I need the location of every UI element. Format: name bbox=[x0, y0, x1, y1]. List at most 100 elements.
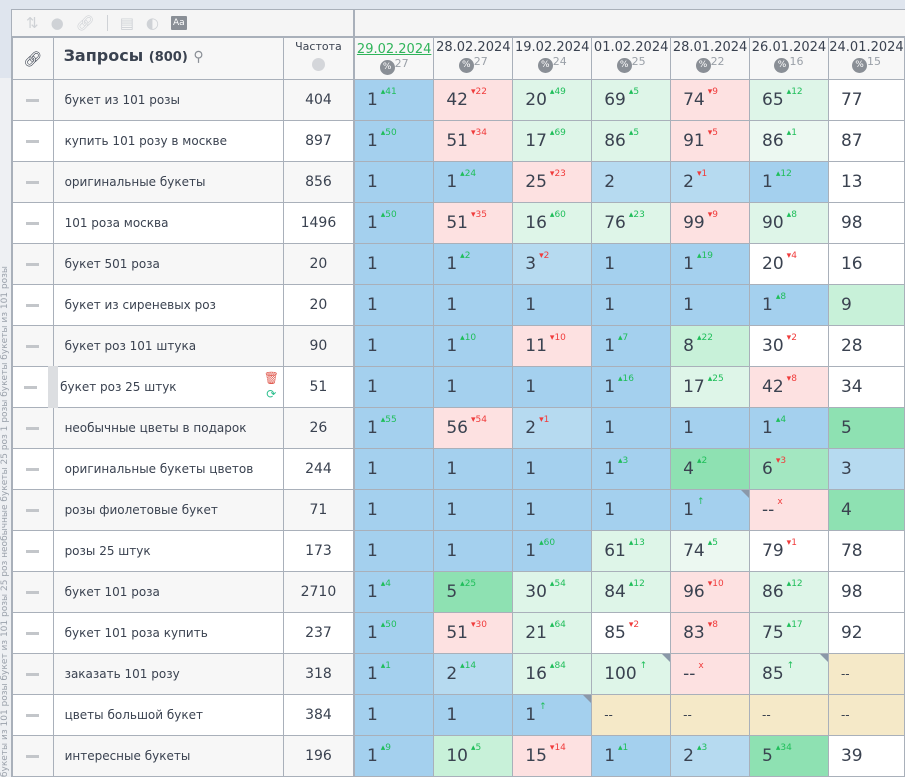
position-cell[interactable]: 1 bbox=[512, 366, 593, 408]
position-cell[interactable]: 69 ▴5 bbox=[591, 79, 672, 121]
position-cell[interactable]: 100 ↑ bbox=[591, 653, 672, 695]
position-cell[interactable]: 1 bbox=[352, 161, 435, 203]
position-cell[interactable]: 51 ▾35 bbox=[433, 202, 514, 244]
position-cell[interactable]: 8 ▴22 bbox=[670, 325, 751, 367]
position-cell[interactable]: 1 ▴55 bbox=[352, 407, 435, 449]
row-collapse[interactable] bbox=[12, 243, 54, 285]
position-cell[interactable]: 10 ▴5 bbox=[433, 735, 514, 777]
position-cell[interactable]: 1 ▴12 bbox=[749, 161, 829, 203]
query-cell[interactable]: 101 роза москва bbox=[52, 202, 284, 244]
position-cell[interactable]: 1 ▴24 bbox=[433, 161, 514, 203]
position-cell[interactable]: 1 ▴3 bbox=[591, 448, 672, 490]
position-cell[interactable]: 28 bbox=[827, 325, 905, 367]
position-cell[interactable]: 1 ▴8 bbox=[749, 284, 829, 326]
date-column-header[interactable]: 01.02.2024% 25 bbox=[591, 37, 672, 80]
position-cell[interactable]: -- x bbox=[670, 653, 751, 695]
position-cell[interactable]: 1 ▴1 bbox=[352, 653, 435, 695]
position-cell[interactable]: 2 ▾1 bbox=[670, 161, 751, 203]
link-icon[interactable]: 🔗︎ bbox=[75, 14, 95, 32]
position-cell[interactable]: 1 bbox=[352, 325, 435, 367]
position-cell[interactable]: 42 ▾8 bbox=[749, 366, 829, 408]
row-collapse[interactable] bbox=[12, 120, 54, 162]
position-cell[interactable]: 21 ▴64 bbox=[512, 612, 593, 654]
query-cell[interactable]: букет роз 101 штука bbox=[52, 325, 284, 367]
query-cell[interactable]: розы 25 штук bbox=[52, 530, 284, 572]
link-column-header[interactable]: 🔗︎ bbox=[12, 37, 54, 80]
position-cell[interactable]: 74 ▴5 bbox=[670, 530, 751, 572]
sort-icon[interactable]: ⇅ bbox=[26, 14, 39, 32]
position-cell[interactable]: 1 bbox=[352, 366, 435, 408]
panel-icon[interactable]: ▤ bbox=[119, 14, 134, 32]
query-cell[interactable]: заказать 101 розу bbox=[52, 653, 284, 695]
position-cell[interactable]: 87 bbox=[827, 120, 905, 162]
position-cell[interactable]: 2 ▴3 bbox=[670, 735, 751, 777]
position-cell[interactable]: 86 ▴12 bbox=[749, 571, 829, 613]
position-cell[interactable]: 1 bbox=[512, 284, 593, 326]
row-collapse[interactable] bbox=[12, 448, 54, 490]
position-cell[interactable]: 15 ▾14 bbox=[512, 735, 593, 777]
date-label[interactable]: 29.02.2024 bbox=[356, 42, 432, 57]
position-cell[interactable]: -- bbox=[827, 694, 905, 736]
position-cell[interactable]: 99 ▾9 bbox=[670, 202, 751, 244]
position-cell[interactable]: 1 bbox=[591, 407, 672, 449]
position-cell[interactable]: 86 ▴1 bbox=[749, 120, 829, 162]
query-cell[interactable]: букет роз 25 штук 🗑︎ ⟳ bbox=[48, 366, 284, 408]
position-cell[interactable]: 9 bbox=[827, 284, 905, 326]
query-cell[interactable]: купить 101 розу в москве bbox=[52, 120, 284, 162]
position-cell[interactable]: 1 ▴9 bbox=[352, 735, 435, 777]
position-cell[interactable]: 5 ▴34 bbox=[749, 735, 829, 777]
position-cell[interactable]: 2 bbox=[591, 161, 672, 203]
row-collapse[interactable] bbox=[12, 653, 54, 695]
position-cell[interactable]: 1 ▴50 bbox=[352, 612, 435, 654]
position-cell[interactable]: 20 ▾4 bbox=[749, 243, 829, 285]
position-cell[interactable]: 6 ▾3 bbox=[749, 448, 829, 490]
row-collapse[interactable] bbox=[12, 284, 54, 326]
row-collapse[interactable] bbox=[12, 407, 54, 449]
date-column-header[interactable]: 28.02.2024% 27 bbox=[433, 37, 514, 80]
position-cell[interactable]: 1 ↑ bbox=[670, 489, 751, 531]
query-cell[interactable]: цветы большой букет bbox=[52, 694, 284, 736]
row-collapse[interactable] bbox=[12, 571, 54, 613]
query-cell[interactable]: интересные букеты bbox=[52, 735, 284, 777]
contrast-icon[interactable]: ◐ bbox=[145, 14, 159, 32]
position-cell[interactable]: 78 bbox=[827, 530, 905, 572]
row-collapse[interactable] bbox=[12, 79, 54, 121]
position-cell[interactable]: 4 bbox=[827, 489, 905, 531]
position-cell[interactable]: 1 bbox=[352, 489, 435, 531]
date-column-header[interactable]: 26.01.2024% 16 bbox=[749, 37, 829, 80]
position-cell[interactable]: 13 bbox=[827, 161, 905, 203]
query-cell[interactable]: розы фиолетовые букет bbox=[52, 489, 284, 531]
row-collapse[interactable] bbox=[12, 325, 54, 367]
position-cell[interactable]: 1 ▴1 bbox=[591, 735, 672, 777]
queries-header[interactable]: Запросы (800) ⚲ bbox=[52, 37, 284, 80]
position-cell[interactable]: 1 bbox=[433, 284, 514, 326]
position-cell[interactable]: 1 ▴41 bbox=[352, 79, 435, 121]
row-collapse[interactable] bbox=[12, 530, 54, 572]
position-cell[interactable]: 1 ▴19 bbox=[670, 243, 751, 285]
position-cell[interactable]: 1 ▴16 bbox=[591, 366, 672, 408]
position-cell[interactable]: 3 bbox=[827, 448, 905, 490]
position-cell[interactable]: 90 ▴8 bbox=[749, 202, 829, 244]
position-cell[interactable]: 1 bbox=[433, 694, 514, 736]
trash-icon[interactable]: 🗑︎ bbox=[263, 371, 279, 385]
position-cell[interactable]: 1 ▴50 bbox=[352, 120, 435, 162]
query-cell[interactable]: букет 101 роза bbox=[52, 571, 284, 613]
position-cell[interactable]: 1 ▴10 bbox=[433, 325, 514, 367]
position-cell[interactable]: 1 bbox=[591, 243, 672, 285]
position-cell[interactable]: 1 ▴7 bbox=[591, 325, 672, 367]
position-cell[interactable]: 1 ▴4 bbox=[352, 571, 435, 613]
refresh-icon[interactable]: ⟳ bbox=[266, 387, 277, 401]
position-cell[interactable]: 1 bbox=[433, 489, 514, 531]
position-cell[interactable]: 16 ▴60 bbox=[512, 202, 593, 244]
position-cell[interactable]: 11 ▾10 bbox=[512, 325, 593, 367]
position-cell[interactable]: 92 bbox=[827, 612, 905, 654]
position-cell[interactable]: 2 ▾1 bbox=[512, 407, 593, 449]
position-cell[interactable]: 2 ▴14 bbox=[433, 653, 514, 695]
position-cell[interactable]: 5 bbox=[827, 407, 905, 449]
position-cell[interactable]: 30 ▾2 bbox=[749, 325, 829, 367]
position-cell[interactable]: 17 ▴25 bbox=[670, 366, 751, 408]
position-cell[interactable]: 16 ▴84 bbox=[512, 653, 593, 695]
font-icon[interactable]: Aa bbox=[171, 16, 187, 30]
position-cell[interactable]: 1 bbox=[352, 243, 435, 285]
position-cell[interactable]: 1 bbox=[512, 489, 593, 531]
